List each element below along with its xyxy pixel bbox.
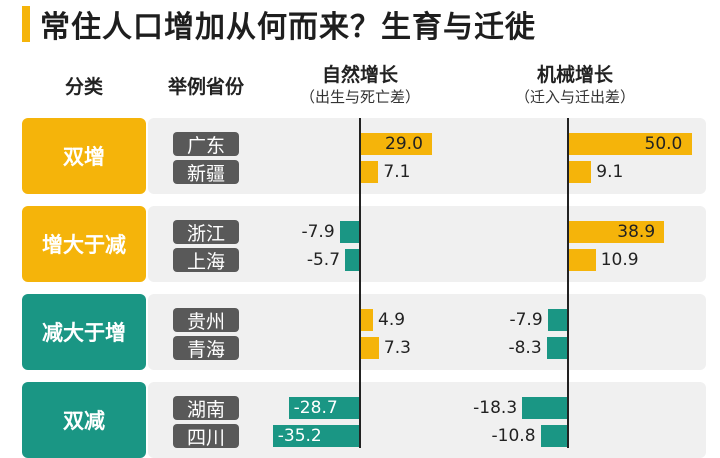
value-label: -35.2 bbox=[277, 426, 322, 446]
header-example: 举例省份 bbox=[167, 76, 244, 98]
bar-mechanical bbox=[522, 397, 567, 419]
category-label: 双增 bbox=[22, 118, 146, 194]
province-label: 上海 bbox=[173, 248, 239, 273]
bar-natural bbox=[361, 309, 373, 331]
header-natural: 自然增长 bbox=[321, 64, 398, 86]
value-label: 29.0 bbox=[385, 134, 423, 154]
bar-mechanical bbox=[569, 221, 665, 243]
bar-natural bbox=[345, 249, 359, 271]
province-label: 青海 bbox=[173, 336, 239, 361]
province-label: 广东 bbox=[173, 132, 239, 157]
value-label: 38.9 bbox=[617, 222, 656, 242]
bar-natural bbox=[361, 337, 379, 359]
province-label: 贵州 bbox=[173, 308, 239, 333]
value-label: 4.9 bbox=[378, 310, 406, 330]
mechanical-axis-line bbox=[567, 118, 569, 448]
group-background bbox=[148, 382, 706, 458]
province-label: 四川 bbox=[173, 424, 239, 449]
value-label: 9.1 bbox=[596, 162, 624, 182]
bar-mechanical bbox=[569, 249, 596, 271]
value-label: 10.9 bbox=[600, 250, 639, 270]
value-label: -7.9 bbox=[301, 222, 335, 242]
bar-natural bbox=[361, 133, 433, 155]
bar-natural bbox=[272, 425, 359, 447]
province-label: 湖南 bbox=[173, 396, 239, 421]
province-label: 浙江 bbox=[173, 220, 239, 245]
header-natural-sub: （出生与死亡差） bbox=[299, 88, 420, 106]
category-label: 增大于减 bbox=[22, 206, 146, 282]
bar-natural bbox=[361, 161, 379, 183]
bar-mechanical bbox=[569, 161, 592, 183]
value-label: -18.3 bbox=[473, 398, 518, 418]
bar-natural bbox=[339, 221, 359, 243]
value-label: -8.3 bbox=[508, 338, 542, 358]
header-mechanical: 机械增长 bbox=[536, 64, 613, 86]
bar-natural bbox=[288, 397, 359, 419]
value-label: -10.8 bbox=[491, 426, 536, 446]
bar-mechanical bbox=[540, 425, 567, 447]
value-label: -28.7 bbox=[293, 398, 338, 418]
group-background bbox=[148, 206, 706, 282]
title-accent-bar bbox=[22, 6, 30, 42]
bar-mechanical bbox=[547, 309, 567, 331]
group-background bbox=[148, 294, 706, 370]
value-label: 7.3 bbox=[383, 338, 411, 358]
bar-mechanical bbox=[569, 133, 692, 155]
category-label: 减大于增 bbox=[22, 294, 146, 370]
category-label: 双减 bbox=[22, 382, 146, 458]
value-label: -7.9 bbox=[509, 310, 543, 330]
value-label: 7.1 bbox=[383, 162, 411, 182]
province-label: 新疆 bbox=[173, 160, 239, 185]
value-label: -5.7 bbox=[306, 250, 341, 270]
group-background bbox=[148, 118, 706, 194]
header-category: 分类 bbox=[64, 76, 103, 98]
natural-axis-line bbox=[359, 118, 361, 448]
bar-mechanical bbox=[546, 337, 567, 359]
value-label: 50.0 bbox=[644, 134, 683, 154]
header-mechanical-sub: （迁入与迁出差） bbox=[514, 88, 635, 106]
page-title: 常住人口增加从何而来？生育与迁徙 bbox=[40, 10, 536, 45]
